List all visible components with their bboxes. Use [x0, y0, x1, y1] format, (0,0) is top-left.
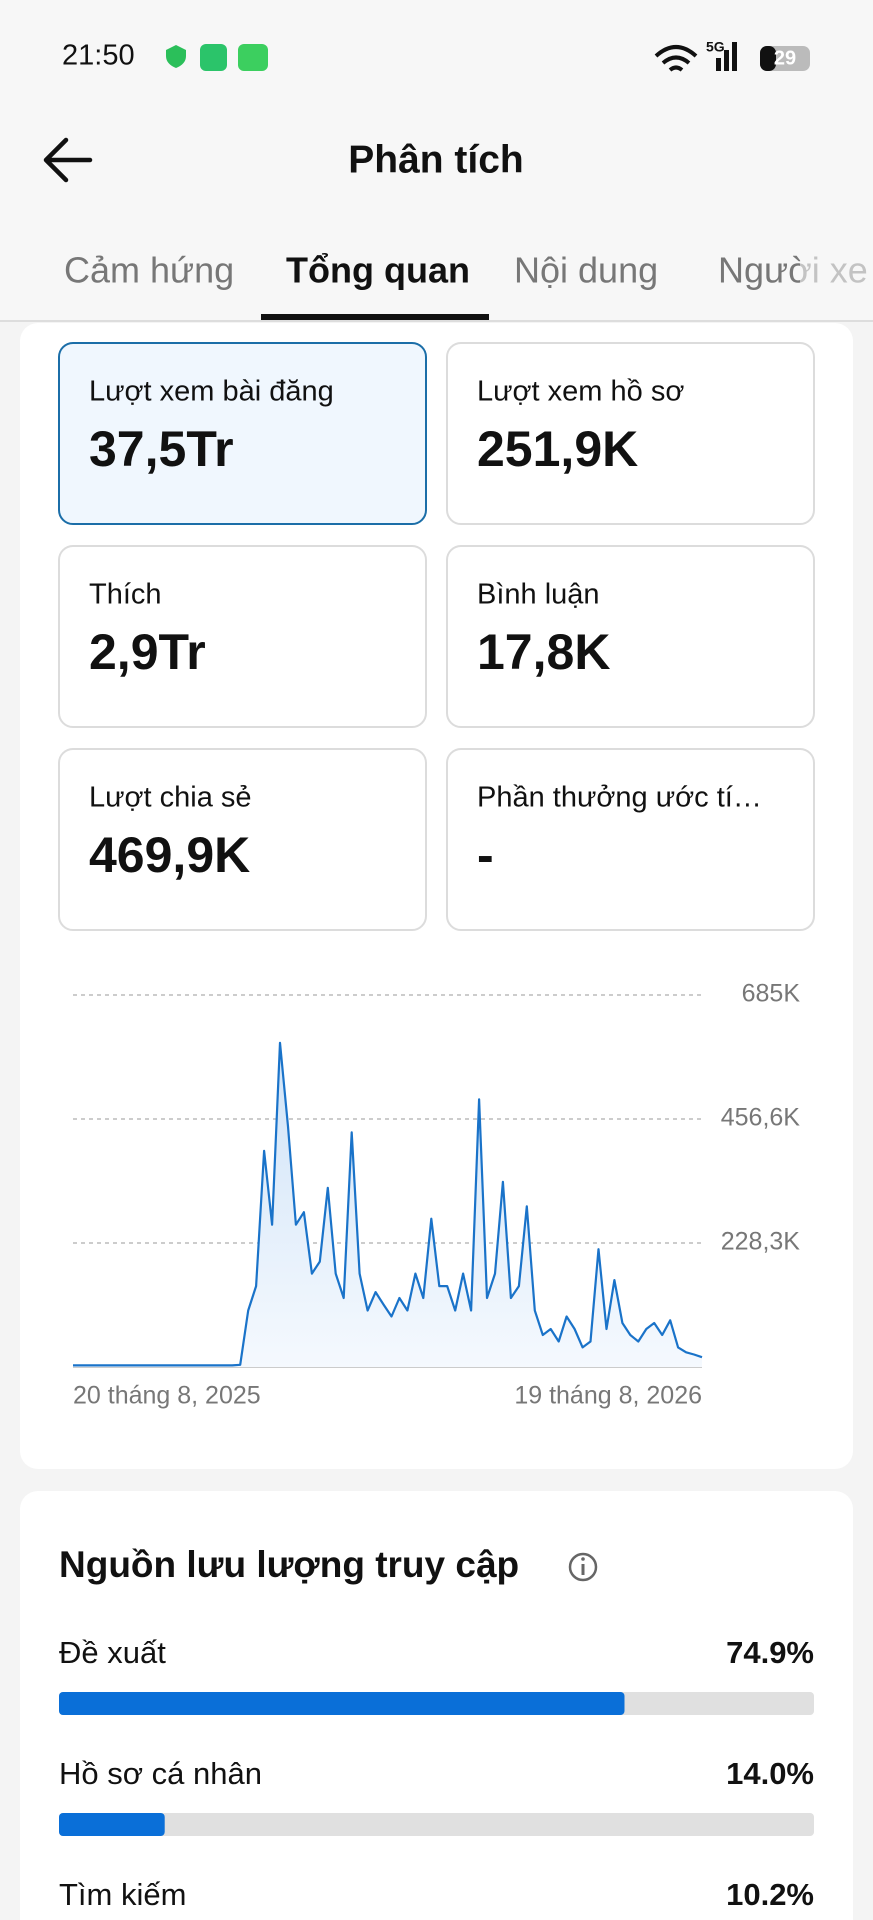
section-title: Nguồn lưu lượng truy cập	[59, 1544, 519, 1585]
source-percent: 14.0%	[726, 1756, 814, 1791]
metric-card[interactable]	[58, 748, 427, 931]
shield-icon	[166, 45, 186, 68]
metric-label: Lượt xem bài đăng	[89, 376, 334, 408]
source-label: Hồ sơ cá nhân	[59, 1756, 262, 1791]
metric-label: Lượt chia sẻ	[89, 782, 252, 814]
metric-value: 2,9Tr	[89, 624, 206, 680]
tab-fade	[800, 240, 873, 310]
y-tick-label: 685K	[742, 980, 801, 1008]
bar	[59, 1813, 165, 1836]
back-button[interactable]	[43, 137, 93, 183]
metric-value: 17,8K	[477, 624, 610, 680]
app-icon	[238, 44, 268, 71]
bar-track	[59, 1813, 814, 1836]
metric-label: Phần thưởng ước tí…	[477, 782, 762, 814]
metric-value: 251,9K	[477, 421, 638, 477]
metric-label: Lượt xem hồ sơ	[477, 376, 684, 408]
source-label: Tìm kiếm	[59, 1877, 186, 1912]
metric-value: 37,5Tr	[89, 421, 234, 477]
info-icon[interactable]	[568, 1552, 598, 1582]
info-icon	[581, 1557, 585, 1561]
signal-icon	[732, 42, 737, 71]
metric-card[interactable]	[58, 545, 427, 728]
wifi-icon	[654, 45, 698, 72]
metric-card[interactable]	[58, 342, 427, 525]
app-icon	[200, 44, 227, 71]
network: 5G	[706, 39, 725, 55]
y-tick-label: 456,6K	[721, 1104, 801, 1132]
metric-value: -	[477, 827, 494, 883]
metric-card[interactable]	[446, 342, 815, 525]
page-title: Phân tích	[348, 138, 524, 181]
metric-card[interactable]	[446, 748, 815, 931]
line	[73, 1041, 703, 1367]
source-percent: 10.2%	[726, 1877, 814, 1912]
battery-label: 29	[774, 47, 796, 69]
tab[interactable]: Tổng quan	[286, 250, 470, 291]
source-label: Đề xuất	[59, 1635, 166, 1670]
metric-label: Bình luận	[477, 579, 600, 611]
battery-level	[760, 46, 776, 71]
x-tick-label: 19 tháng 8, 2026	[514, 1382, 702, 1410]
clock: 21:50	[62, 40, 135, 72]
signal-icon	[716, 58, 721, 71]
tab[interactable]: Cảm hứng	[64, 250, 234, 291]
metric-value: 469,9K	[89, 827, 250, 883]
signal-icon	[724, 50, 729, 71]
source-percent: 74.9%	[726, 1635, 814, 1670]
tab[interactable]: Nội dung	[514, 250, 658, 291]
y-tick-label: 228,3K	[721, 1228, 801, 1256]
tab-indicator	[261, 314, 489, 320]
metric-card[interactable]	[446, 545, 815, 728]
bar	[59, 1692, 625, 1715]
x-tick-label: 20 tháng 8, 2025	[73, 1382, 261, 1410]
metric-label: Thích	[89, 579, 162, 611]
